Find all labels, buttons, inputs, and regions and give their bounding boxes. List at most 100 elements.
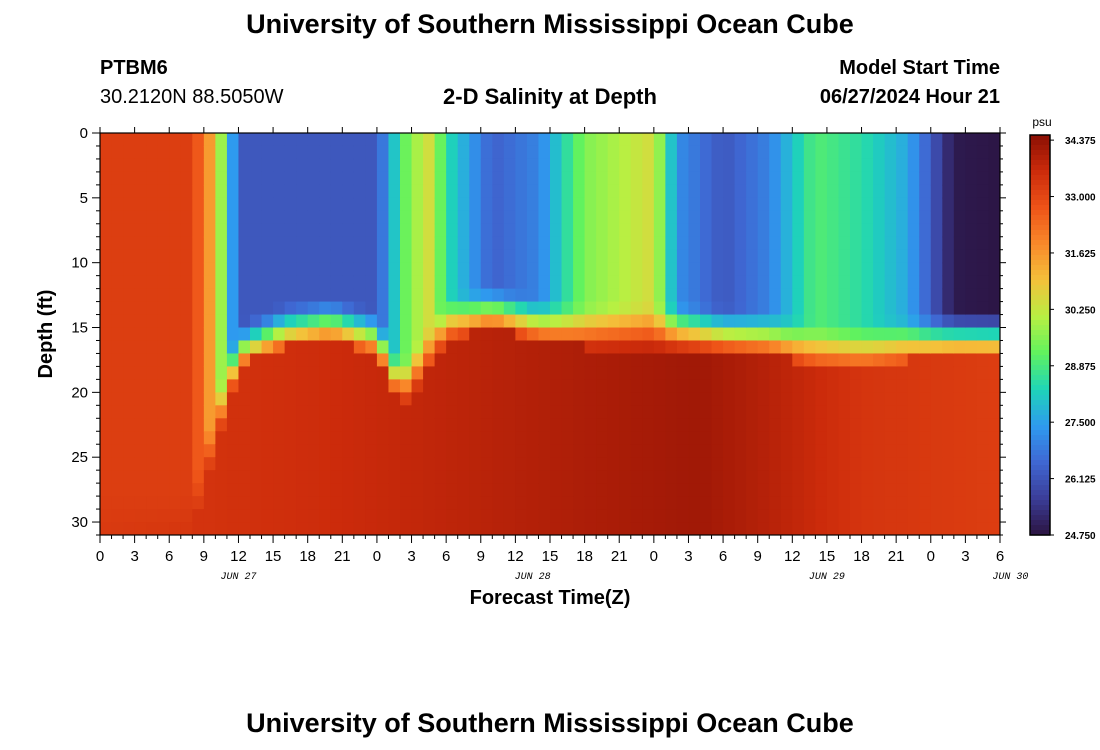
heatmap-cell [815, 288, 828, 303]
heatmap-cell [411, 236, 424, 251]
heatmap-cell [665, 314, 678, 329]
heatmap-cell [215, 236, 228, 251]
heatmap-cell [630, 522, 643, 535]
heatmap-cell [896, 418, 909, 432]
heatmap-cell [319, 522, 332, 535]
heatmap-cell [388, 171, 401, 186]
y-tick-label: 15 [71, 320, 88, 337]
heatmap-cell [538, 418, 551, 432]
heatmap-cell [942, 353, 955, 368]
heatmap-cell [492, 197, 505, 212]
heatmap-cell [815, 197, 828, 212]
heatmap-cell [203, 288, 216, 303]
heatmap-cell [688, 197, 701, 212]
x-tick-label: 15 [819, 548, 836, 565]
heatmap-cell [273, 158, 286, 173]
heatmap-cell [861, 496, 874, 510]
heatmap-cell [307, 353, 320, 368]
heatmap-cell [100, 145, 113, 160]
heatmap-cell [307, 184, 320, 199]
heatmap-cell [815, 327, 828, 342]
heatmap-cell [619, 457, 632, 471]
heatmap-cell [157, 405, 170, 419]
heatmap-cell [896, 496, 909, 510]
heatmap-cell [596, 483, 609, 497]
heatmap-cell [965, 405, 978, 419]
heatmap-cell [711, 522, 724, 535]
heatmap-cell [826, 392, 840, 406]
heatmap-cell [596, 340, 609, 355]
heatmap-cell [850, 275, 863, 290]
heatmap-cell [746, 353, 759, 368]
heatmap-cell [123, 275, 136, 290]
heatmap-cell [919, 470, 932, 484]
heatmap-cell [111, 275, 124, 290]
heatmap-cell [942, 522, 955, 535]
heatmap-cell [746, 249, 759, 264]
heatmap-cell [873, 392, 886, 406]
heatmap-cell [896, 327, 909, 342]
colorbar-swatch [1030, 425, 1050, 431]
heatmap-cell [746, 509, 759, 523]
heatmap-cell [423, 496, 436, 510]
heatmap-cell [342, 483, 355, 497]
heatmap-cell [780, 288, 793, 303]
heatmap-cell [873, 496, 886, 510]
heatmap-cell [826, 457, 840, 471]
heatmap-cell [757, 171, 770, 186]
heatmap-cell [376, 353, 390, 368]
heatmap-cell [330, 483, 343, 497]
heatmap-cell [550, 210, 563, 225]
heatmap-cell [700, 496, 713, 510]
heatmap-cell [700, 327, 713, 342]
heatmap-cell [411, 379, 424, 393]
heatmap-cell [953, 223, 966, 238]
heatmap-cell [688, 509, 701, 523]
heatmap-cell [353, 301, 366, 316]
heatmap-cell [826, 405, 840, 419]
heatmap-cell [700, 405, 713, 419]
heatmap-cell [284, 418, 297, 432]
heatmap-cell [711, 509, 724, 523]
heatmap-cell [469, 496, 482, 510]
heatmap-cell [861, 145, 874, 160]
heatmap-cell [330, 522, 343, 535]
heatmap-cell [746, 133, 759, 147]
heatmap-cell [434, 366, 447, 380]
heatmap-cell [653, 223, 666, 238]
heatmap-cell [296, 483, 309, 497]
heatmap-cell [896, 314, 909, 329]
colorbar-swatch [1030, 390, 1050, 396]
heatmap-cell [746, 444, 759, 458]
heatmap-cell [573, 327, 586, 342]
heatmap-cell [734, 314, 747, 329]
heatmap-cell [215, 197, 228, 212]
colorbar-swatch [1030, 160, 1050, 166]
heatmap-cell [180, 496, 193, 510]
heatmap-cell [526, 405, 540, 419]
heatmap-cell [561, 496, 574, 510]
heatmap-cell [226, 145, 240, 160]
heatmap-cell [400, 431, 413, 445]
heatmap-cell [423, 340, 436, 355]
heatmap-cell [965, 379, 978, 393]
heatmap-cell [180, 133, 193, 147]
heatmap-cell [573, 158, 586, 173]
heatmap-cell [457, 470, 470, 484]
heatmap-cell [723, 405, 736, 419]
heatmap-cell [273, 470, 286, 484]
heatmap-cell [469, 522, 482, 535]
heatmap-cell [873, 522, 886, 535]
heatmap-cell [688, 353, 701, 368]
heatmap-cell [123, 327, 136, 342]
heatmap-cell [884, 158, 897, 173]
heatmap-cell [665, 340, 678, 355]
heatmap-cell [157, 353, 170, 368]
heatmap-cell [850, 184, 863, 199]
heatmap-cell [676, 262, 690, 277]
heatmap-cell [515, 431, 528, 445]
heatmap-cell [769, 327, 782, 342]
heatmap-cell [803, 249, 816, 264]
heatmap-cell [803, 392, 816, 406]
heatmap-cell [873, 327, 886, 342]
